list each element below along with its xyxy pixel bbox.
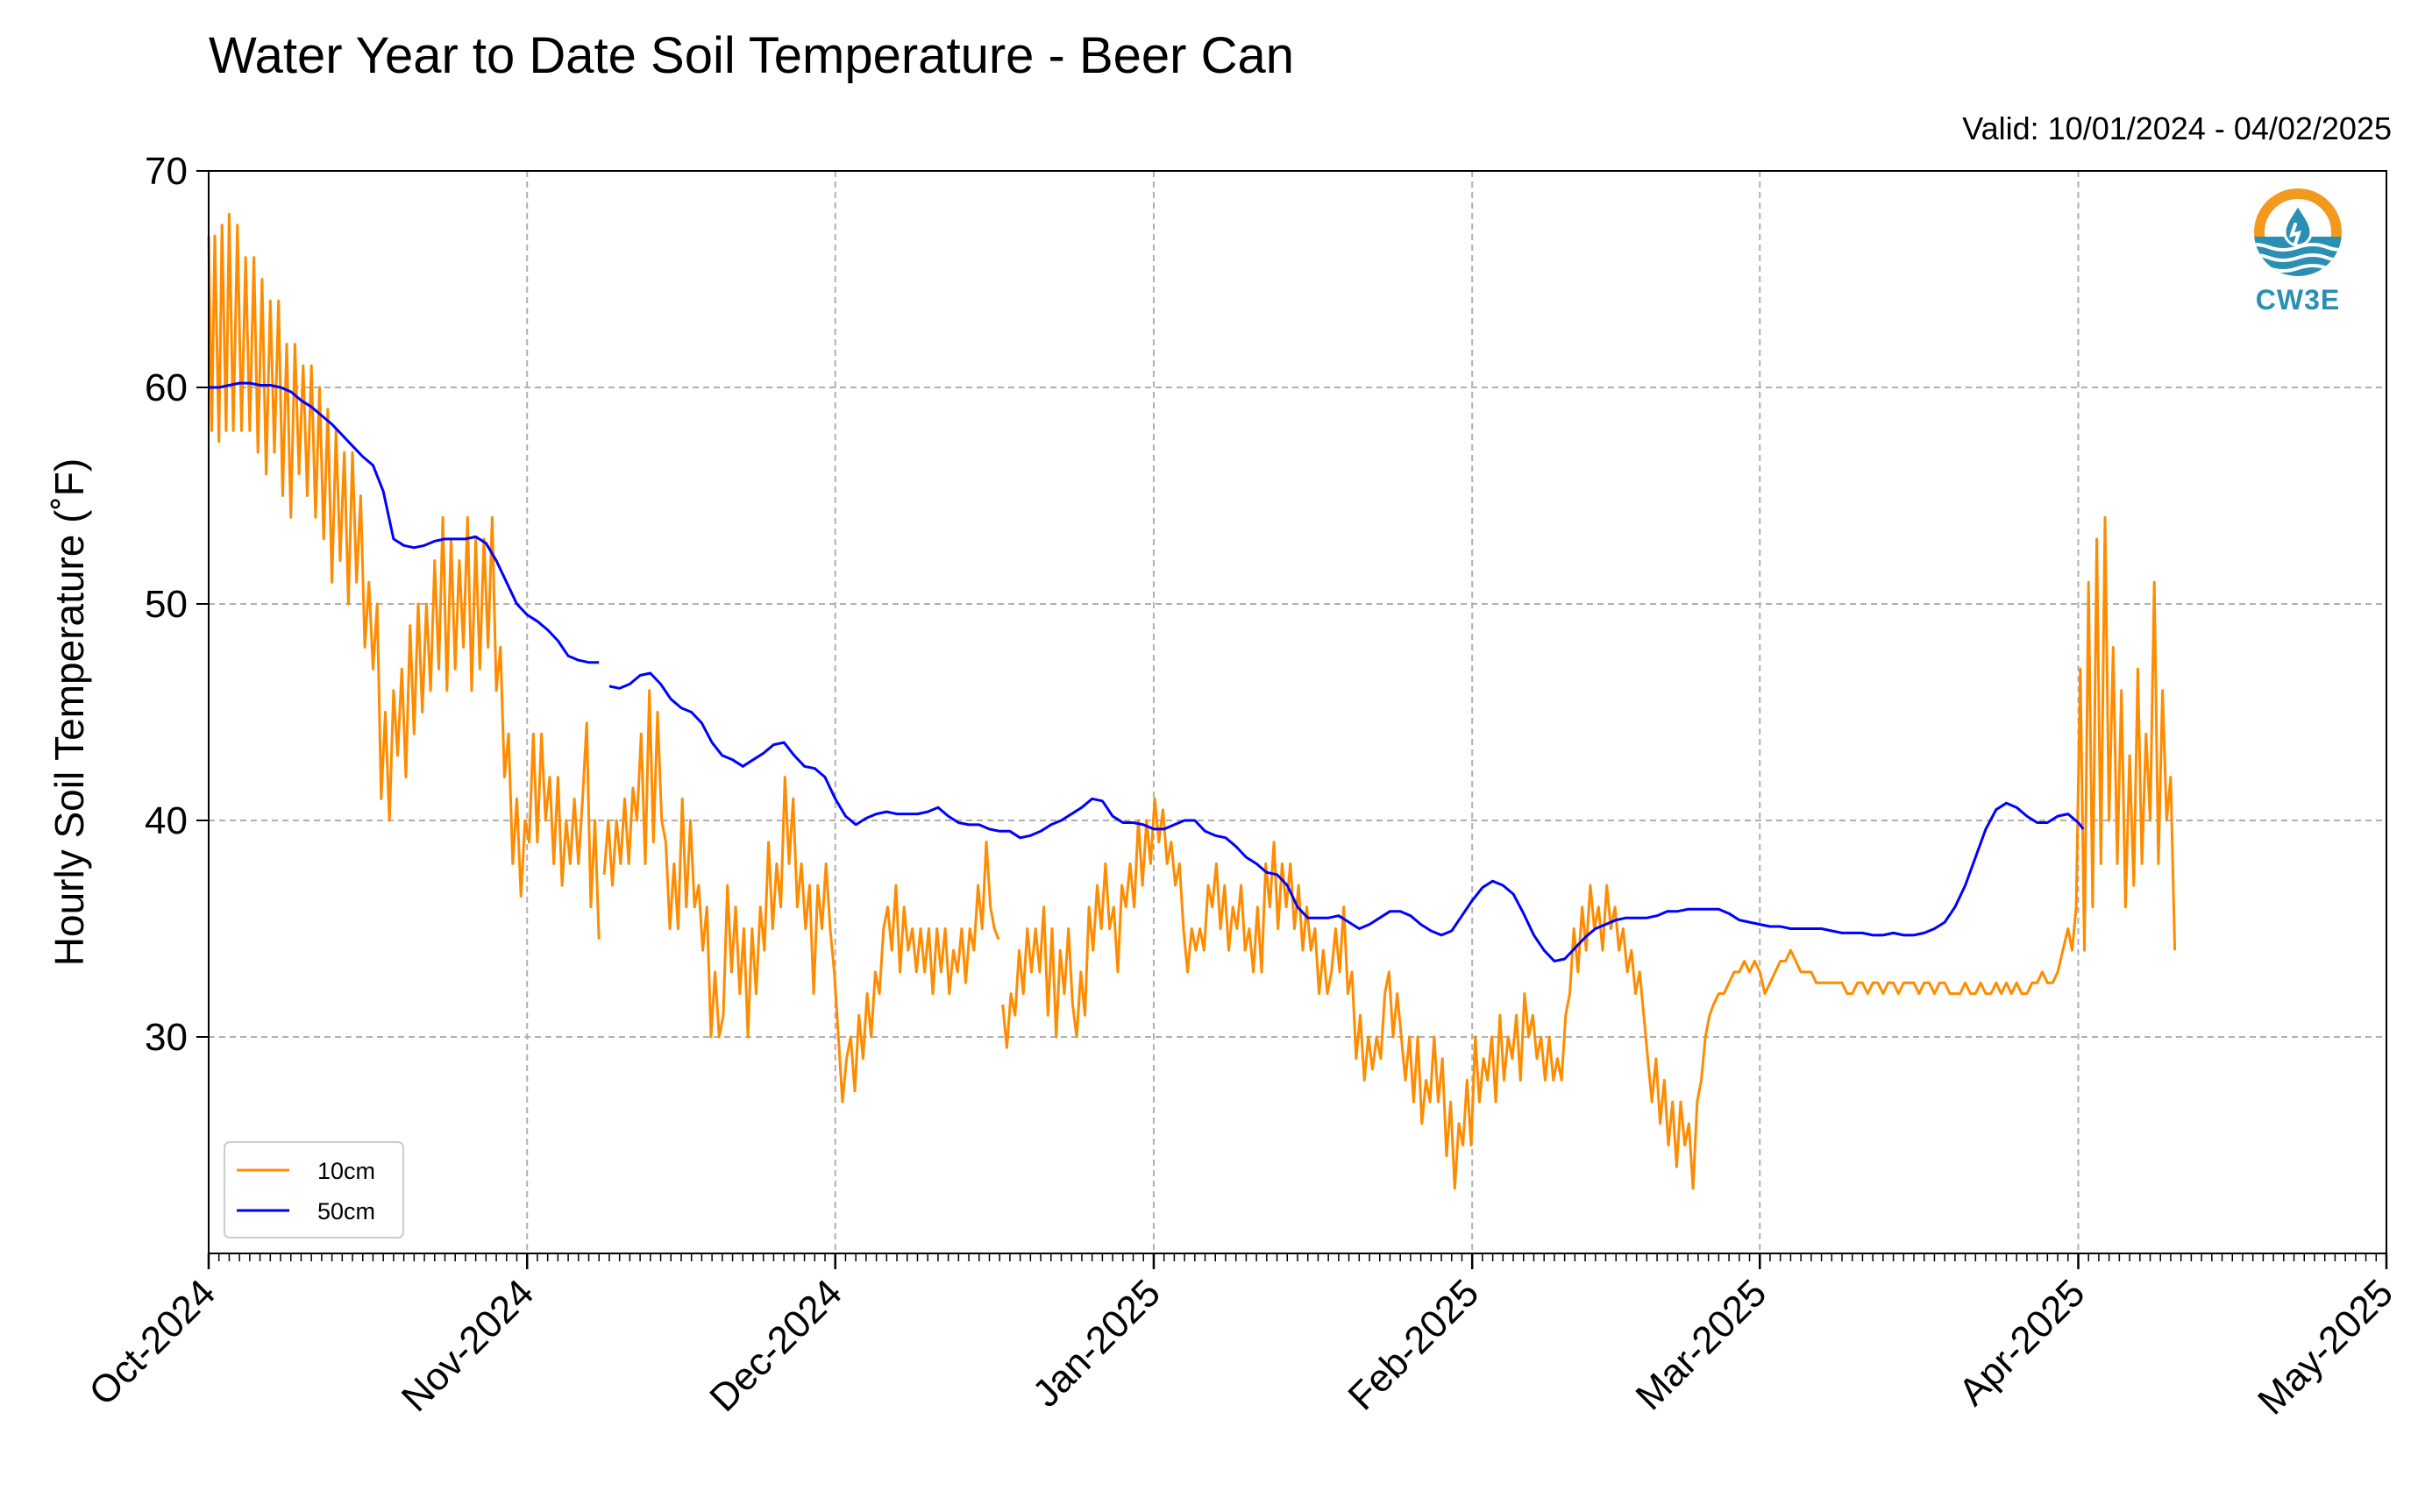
y-tick-label: 30	[145, 1016, 188, 1059]
series-line-50cm	[608, 671, 2085, 962]
series-layer	[207, 212, 2177, 1190]
y-tick-label: 50	[145, 583, 188, 626]
y-tick-label: 70	[145, 150, 188, 193]
water-drop-icon	[2254, 188, 2342, 276]
x-tick-label: Mar-2025	[1628, 1271, 1775, 1418]
axes: 30 40 50 60 70 Oct-2024 Nov-2024 Dec-2024 Jan-20…	[81, 150, 2401, 1423]
series-line-10cm	[602, 689, 1000, 1104]
grid-lines	[209, 171, 2386, 1253]
legend-box	[224, 1141, 404, 1239]
cw3e-logo: CW3E	[2241, 182, 2355, 323]
y-tick-label: 40	[145, 799, 188, 842]
x-tick-label: May-2025	[2250, 1271, 2401, 1423]
x-tick-label: Oct-2024	[81, 1271, 224, 1414]
x-tick-label: Jan-2025	[1025, 1271, 1169, 1415]
series-10cm	[207, 212, 2177, 1190]
valid-date-range: Valid: 10/01/2024 - 04/02/2025	[1962, 110, 2392, 146]
series-line-10cm	[207, 212, 601, 940]
x-tick-label: Nov-2024	[394, 1271, 543, 1420]
x-tick-label: Feb-2025	[1340, 1271, 1487, 1418]
series-50cm	[209, 381, 2085, 962]
series-line-50cm	[209, 381, 600, 664]
logo-label: CW3E	[2255, 284, 2341, 316]
y-tick-label: 60	[145, 366, 188, 409]
x-tick-label: Dec-2024	[701, 1271, 850, 1420]
y-axis-label: Hourly Soil Temperature (˚F)	[46, 458, 92, 966]
legend: 10cm 50cm	[224, 1141, 404, 1239]
plot-frame	[208, 170, 2387, 1254]
legend-label-50cm: 50cm	[317, 1198, 375, 1225]
chart-title: Water Year to Date Soil Temperature - Be…	[209, 27, 1294, 84]
x-tick-label: Apr-2025	[1951, 1271, 2094, 1414]
series-line-10cm	[1001, 515, 2177, 1190]
legend-label-10cm: 10cm	[317, 1158, 375, 1184]
